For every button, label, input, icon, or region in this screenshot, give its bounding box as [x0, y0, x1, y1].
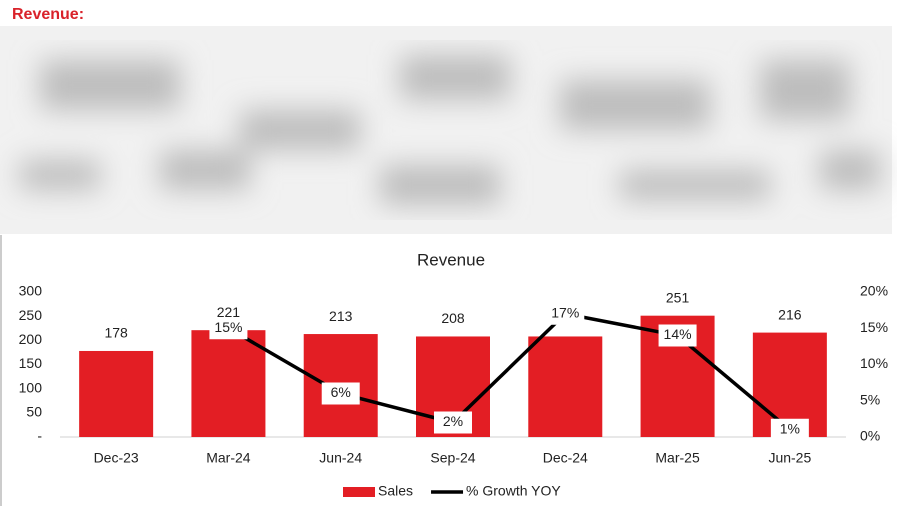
bar-value-label: 221: [217, 304, 241, 320]
line-value-label: 14%: [664, 326, 692, 342]
label-box: [209, 317, 248, 340]
y2-tick-label: 10%: [860, 355, 888, 371]
line-value-label: 17%: [551, 304, 579, 320]
bar: [528, 336, 603, 437]
x-tick-label: Sep-24: [430, 450, 475, 466]
label-box: [770, 418, 809, 441]
header-title: Revenue:: [12, 6, 84, 23]
bar: [191, 330, 266, 437]
bar-value-label: 251: [666, 289, 690, 305]
bar: [79, 350, 154, 437]
legend-label: % Growth YOY: [466, 483, 561, 499]
y2-tick-label: 15%: [860, 319, 888, 335]
y-tick-label: 200: [19, 331, 43, 347]
y-tick-label: 300: [19, 283, 43, 299]
label-box: [658, 324, 697, 347]
x-tick-label: Jun-25: [768, 450, 811, 466]
y-tick-label: 150: [19, 355, 43, 371]
bar-value-label: 208: [441, 310, 465, 326]
x-tick-label: Jun-24: [319, 450, 362, 466]
bar-value-label: 216: [778, 306, 802, 322]
label-box: [434, 411, 472, 434]
x-tick-label: Dec-24: [543, 450, 588, 466]
blurred-area: [0, 26, 892, 234]
line-value-label: 1%: [780, 420, 800, 436]
line-value-label: 15%: [214, 319, 242, 335]
chart-title: Revenue: [417, 250, 485, 269]
label-box: [321, 382, 360, 405]
bar-value-label: 178: [104, 325, 128, 341]
y-tick-label: -: [37, 428, 42, 444]
label-box: [546, 302, 585, 325]
line-value-label: 6%: [331, 384, 351, 400]
y-tick-label: 250: [19, 307, 43, 323]
legend-label: Sales: [378, 483, 413, 499]
y2-tick-label: 20%: [860, 283, 888, 299]
y-tick-label: 100: [19, 379, 43, 395]
x-tick-label: Mar-24: [206, 450, 251, 466]
y2-tick-label: 0%: [860, 428, 880, 444]
line-value-label: 2%: [443, 413, 463, 429]
y-tick-label: 50: [26, 404, 42, 420]
y2-tick-label: 5%: [860, 391, 880, 407]
legend-swatch: [343, 487, 375, 497]
x-tick-label: Dec-23: [94, 450, 139, 466]
x-tick-label: Mar-25: [655, 450, 700, 466]
bar-value-label: 213: [329, 308, 353, 324]
